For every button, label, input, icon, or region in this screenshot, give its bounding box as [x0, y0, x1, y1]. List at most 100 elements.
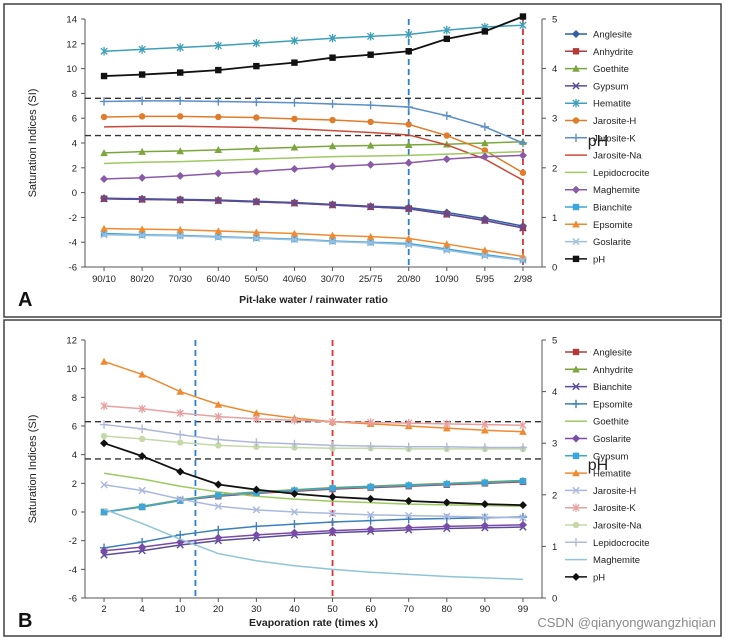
- panel-a-data-point: [366, 32, 375, 41]
- panel-a-data-point: [443, 245, 450, 253]
- panel-b-data-point: [176, 530, 185, 540]
- panel-a-x-title: Pit-lake water / rainwater ratio: [239, 294, 388, 306]
- panel-b-data-point: [100, 357, 108, 365]
- panel-b-letter: B: [18, 610, 32, 632]
- panel-a-series-epsomite: [100, 224, 527, 260]
- panel-a-letter: A: [18, 289, 32, 311]
- panel-a-data-point: [519, 224, 527, 232]
- panel-a-data-point: [176, 226, 185, 233]
- panel-a-data-point: [366, 239, 375, 247]
- panel-b-legend-marker: [572, 469, 580, 477]
- panel-b-data-point: [442, 522, 451, 531]
- panel-a-data-point: [443, 246, 451, 254]
- panel-b-data-point: [328, 517, 337, 527]
- panel-a-data-point: [100, 231, 108, 239]
- panel-b-data-point: [481, 479, 489, 486]
- panel-b-data-point: [404, 496, 413, 505]
- panel-b-data-point: [214, 502, 222, 510]
- panel-a-data-point: [518, 151, 527, 160]
- panel-a-series-line: [104, 227, 524, 258]
- panel-a-legend-marker: [572, 117, 580, 124]
- panel-a-y2-tick-label: 1: [552, 213, 557, 224]
- panel-b-series-ph: [100, 439, 527, 510]
- panel-a-data-point: [366, 141, 375, 149]
- panel-a-legend-label: Goslarite: [593, 237, 631, 248]
- panel-a-legend-label: Epsomite: [593, 220, 633, 231]
- panel-b-series-line: [103, 508, 523, 581]
- panel-a-y-tick-label: 4: [72, 139, 77, 150]
- panel-a-x-tick-label: 80/20: [130, 274, 154, 285]
- panel-b-legend-item: Goslarite: [565, 434, 631, 445]
- panel-a-series-hematite: [100, 21, 527, 56]
- panel-a-data-point: [176, 96, 185, 106]
- panel-a-legend-item: Jarosite-K: [565, 133, 636, 144]
- panel-a-legend-item: pH: [565, 254, 605, 265]
- panel-a-y2-tick-label: 0: [552, 263, 557, 274]
- panel-a-series-gypsum: [100, 195, 527, 232]
- panel-a-legend-marker: [572, 82, 580, 90]
- panel-b-data-point: [176, 408, 184, 418]
- panel-a-data-point: [480, 152, 489, 161]
- panel-b-legend-label: Bianchite: [593, 382, 632, 393]
- panel-a-data-point: [442, 111, 451, 120]
- panel-b-data-point: [177, 497, 184, 504]
- panel-b-data-point: [214, 525, 223, 535]
- panel-a-legend-marker: [572, 48, 580, 55]
- panel-b-data-point: [290, 416, 299, 425]
- panel-a-data-point: [214, 196, 222, 205]
- panel-a-series-line: [104, 15, 524, 77]
- panel-a-x-tick-label: 2/98: [514, 274, 533, 285]
- panel-a-data-point: [481, 246, 489, 254]
- panel-b-data-point: [214, 400, 223, 408]
- panel-a-data-point: [290, 236, 299, 244]
- panel-b-data-point: [366, 494, 375, 503]
- panel-b-data-point: [99, 420, 109, 429]
- panel-b-data-point: [481, 420, 489, 429]
- panel-a-data-point: [138, 173, 147, 182]
- panel-a-data-point: [481, 252, 489, 260]
- panel-b-legend-label: Jarosite-K: [593, 503, 636, 514]
- panel-b-data-point: [252, 409, 261, 417]
- panel-b-data-point: [518, 443, 528, 452]
- panel-a-series-jarosite-na: [104, 125, 524, 181]
- panel-b-legend-marker: [572, 382, 580, 391]
- panel-b-data-point: [518, 501, 527, 510]
- panel-a-x-tick-label: 10/90: [435, 274, 459, 285]
- panel-b-data-point: [366, 525, 375, 534]
- panel-a-data-point: [176, 171, 185, 180]
- panel-a-series-jarosite-k: [99, 96, 528, 148]
- panel-a-series-lepidocrocite: [104, 150, 523, 165]
- panel-a-y2-tick-label: 5: [552, 15, 557, 26]
- panel-a-legend-label: Jarosite-Na: [593, 151, 642, 162]
- panel-b-data-point: [519, 421, 527, 430]
- panel-a-data-point: [443, 35, 450, 43]
- panel-b-y-tick-label: -4: [69, 565, 77, 576]
- panel-a-data-point: [100, 174, 109, 183]
- panel-b-legend-item: Bianchite: [565, 382, 632, 393]
- panel-a-legend-item: Lepidocrocite: [565, 168, 650, 179]
- panel-b-data-point: [290, 528, 299, 537]
- panel-b-y-tick-label: 4: [72, 450, 77, 461]
- panel-b-y-tick-label: -6: [69, 594, 77, 605]
- panel-a-legend-label: pH: [593, 254, 605, 265]
- panel-b-data-point: [519, 514, 527, 522]
- panel-b-legend-marker: [571, 538, 581, 547]
- panel-a-legend-label: Jarosite-H: [593, 116, 636, 127]
- panel-a-data-point: [405, 240, 413, 249]
- panel-a-data-point: [138, 195, 146, 204]
- panel-b-data-point: [442, 442, 451, 451]
- panel-b-data-point: [518, 520, 527, 529]
- panel-b-legend-item: Goethite: [565, 417, 629, 428]
- panel-a-y-tick-label: 10: [66, 64, 77, 75]
- panel-b-legend-marker: [571, 399, 581, 409]
- panel-a-series-jarosite-h: [100, 113, 527, 176]
- panel-a-legend-item: Jarosite-Na: [565, 151, 642, 162]
- panel-a-data-point: [443, 210, 451, 218]
- panel-a-data-point: [442, 155, 451, 164]
- panel-a-legend-marker: [572, 99, 580, 108]
- panel-a-series-line: [104, 198, 524, 229]
- watermark: CSDN @qianyongwangzhiqian: [537, 615, 716, 630]
- panel-a-data-point: [328, 34, 337, 43]
- panel-a-data-point: [518, 138, 528, 148]
